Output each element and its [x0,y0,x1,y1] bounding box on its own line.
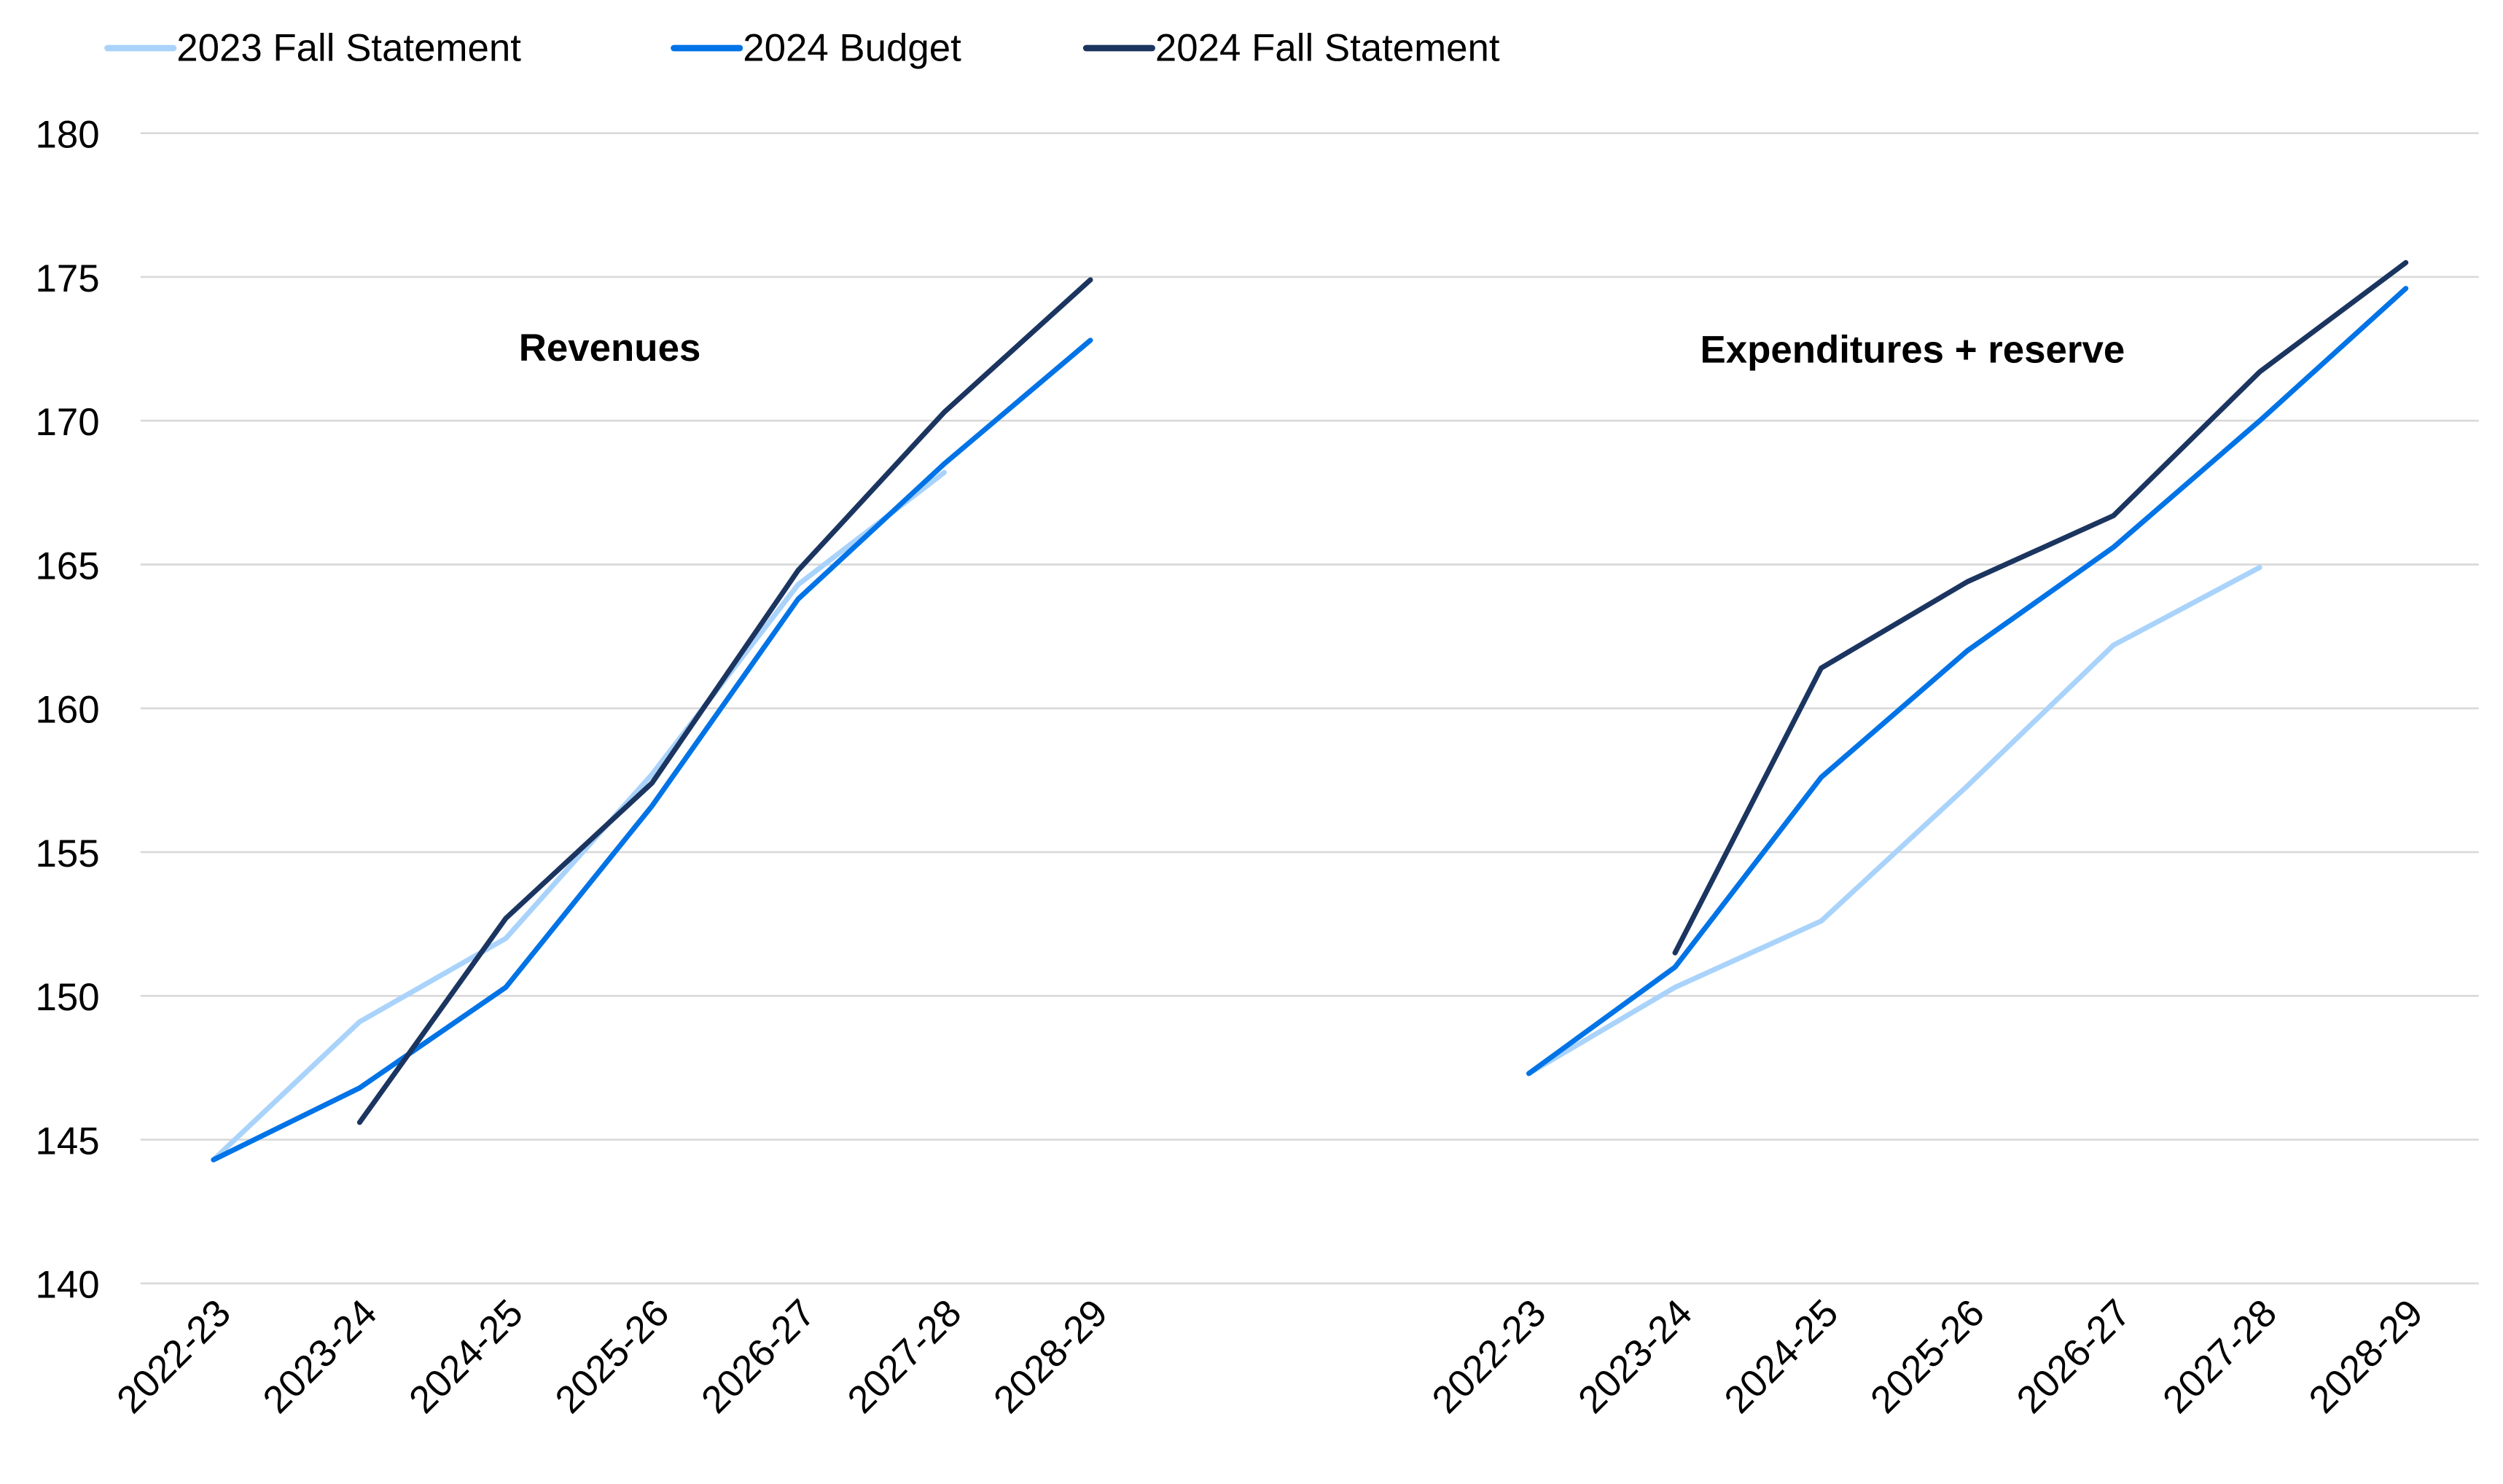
y-tick-label: 175 [35,257,99,300]
series-line-2024-fall-statement-revenues [356,277,1093,1125]
annotation-expenditures: Expenditures + reserve [1700,328,2125,371]
series-line-2023-fall-statement-expenditures [1526,565,2262,1077]
y-tick-label: 150 [35,976,99,1019]
x-tick-label: 2024-25 [401,1292,531,1422]
series-lines [211,259,2409,1163]
y-tick-label: 145 [35,1120,99,1163]
y-tick-label: 155 [35,832,99,875]
x-tick-label: 2025-26 [1862,1292,1993,1422]
legend-item-2024-fall-statement: 2024 Fall Statement [1082,27,1500,70]
x-tick-label: 2023-24 [255,1292,386,1422]
x-tick-label: 2026-27 [2009,1292,2139,1422]
x-tick-label: 2025-26 [547,1292,678,1422]
legend-label: 2024 Budget [743,27,961,70]
legend-label: 2024 Fall Statement [1155,27,1500,70]
legend-label: 2023 Fall Statement [176,27,521,70]
x-tick-label: 2028-29 [985,1292,1116,1422]
series-line-2024-fall-statement-expenditures [1672,259,2409,956]
series-line-2024-budget-revenues [211,337,1093,1163]
y-tick-label: 160 [35,689,99,732]
x-tick-label: 2022-23 [109,1292,239,1422]
gridlines [140,132,2479,1285]
legend: 2023 Fall Statement 2024 Budget 2024 Fal… [104,27,1500,70]
y-tick-label: 165 [35,544,99,587]
x-tick-label: 2026-27 [693,1292,824,1422]
y-tick-label: 140 [35,1264,99,1307]
series-line-2024-budget-expenditures [1526,286,2409,1077]
series-line-2023-fall-statement-revenues [211,469,948,1163]
x-tick-label: 2024-25 [1717,1292,1847,1422]
annotation-revenues: Revenues [519,327,701,370]
x-axis-ticks: 2022-23 2023-24 2024-25 2025-26 2026-27 2027-… [109,1292,2431,1422]
y-tick-label: 180 [35,113,99,156]
x-tick-label: 2022-23 [1424,1292,1555,1422]
x-tick-label: 2027-28 [2155,1292,2285,1422]
x-tick-label: 2028-29 [2301,1292,2432,1422]
y-axis-ticks: 140 145 150 155 160 165 170 175 180 [35,113,99,1306]
legend-item-2023-fall-statement: 2023 Fall Statement [104,27,521,70]
y-tick-label: 170 [35,401,99,444]
legend-item-2024-budget: 2024 Budget [671,27,961,70]
x-tick-label: 2027-28 [840,1292,970,1422]
x-tick-label: 2023-24 [1570,1292,1700,1422]
